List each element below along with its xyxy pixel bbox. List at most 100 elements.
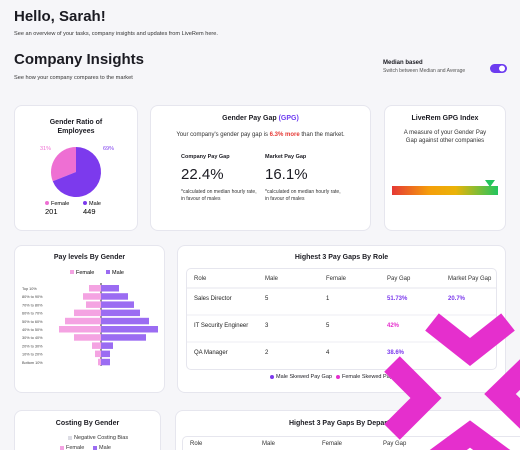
table-cell: 51.73% xyxy=(387,296,408,302)
table-cell: 5 xyxy=(326,323,330,329)
table-header: Male xyxy=(265,276,279,282)
bar xyxy=(59,326,101,333)
bar xyxy=(101,293,128,300)
legend-swatch xyxy=(270,375,274,379)
legend-swatch xyxy=(106,270,110,274)
table-cell: 38.6% xyxy=(387,350,405,356)
toggle-hint: Switch between Median and Average xyxy=(383,68,466,74)
greeting: Hello, Sarah! xyxy=(14,8,106,25)
legend-count: 201 xyxy=(45,207,58,216)
metric-label: Company Pay Gap xyxy=(181,154,230,160)
bar xyxy=(92,342,101,349)
bar xyxy=(65,317,101,325)
legend-swatch xyxy=(83,201,87,205)
title-tag: (GPG) xyxy=(278,115,299,122)
y-tick-label: 80% to 90% xyxy=(22,295,43,299)
bar xyxy=(101,350,110,358)
y-tick-label: 60% to 70% xyxy=(22,312,43,316)
y-tick-label: Top 10% xyxy=(22,287,37,291)
pie-label: 31% xyxy=(40,146,51,152)
table-cell: QA Manager xyxy=(194,350,228,356)
title-text: Gender Pay Gap xyxy=(222,115,277,122)
table-cell: 42% xyxy=(387,323,400,329)
table-header: Role xyxy=(190,441,203,447)
chevron xyxy=(425,313,515,367)
legend-label: Female Skewed Pay Gap xyxy=(342,374,405,380)
table-cell: 3 xyxy=(265,323,269,329)
legend-label: Female xyxy=(76,270,94,276)
table-cell: 5 xyxy=(265,296,269,302)
greeting-subtitle: See an overview of your tasks, company i… xyxy=(14,31,218,37)
y-tick-label: Bottom 10% xyxy=(22,361,43,365)
bar xyxy=(101,285,119,292)
card xyxy=(177,245,506,393)
bar xyxy=(101,317,149,325)
card-title: Gender Pay Gap (GPG) xyxy=(150,115,371,122)
card-title: Gender Ratio of Employees xyxy=(49,119,103,135)
pay-gap-sentence: Your company's gender pay gap is 6.3% mo… xyxy=(150,132,371,138)
bar xyxy=(89,285,101,292)
card-title: Pay levels By Gender xyxy=(53,254,126,261)
table-cell: IT Security Engineer xyxy=(194,323,249,329)
card-title: Highest 3 Pay Gaps By Role xyxy=(294,254,389,261)
text: than the market. xyxy=(301,132,345,138)
table-header: Male xyxy=(262,441,276,447)
legend-swatch xyxy=(45,201,49,205)
gpg-marker xyxy=(485,180,495,187)
highlight: 6.3% more xyxy=(269,132,300,138)
table-header: Female xyxy=(326,276,347,282)
y-tick-label: 30% to 40% xyxy=(22,336,43,340)
bar xyxy=(101,334,146,341)
table-header: Female xyxy=(322,441,343,447)
table-header: Pay Gap xyxy=(387,276,411,282)
bar xyxy=(98,358,101,366)
bar xyxy=(101,309,140,317)
legend-swatch xyxy=(336,375,340,379)
bar xyxy=(86,301,101,308)
bar xyxy=(101,326,158,333)
table-cell: 2 xyxy=(265,350,269,356)
table-cell: 20.7% xyxy=(448,296,466,302)
bar xyxy=(101,301,134,308)
pie-slice xyxy=(52,146,102,197)
toggle-knob xyxy=(499,65,505,72)
y-tick-label: 50% to 60% xyxy=(22,320,43,324)
gpg-scale xyxy=(392,186,498,195)
chevron xyxy=(384,356,442,440)
chevron xyxy=(484,359,520,429)
legend-swatch xyxy=(68,436,72,440)
metric-value: 16.1% xyxy=(265,166,308,183)
table xyxy=(182,436,520,450)
legend-label: Male Skewed Pay Gap xyxy=(276,374,332,380)
legend-label: Male xyxy=(99,445,111,450)
y-tick-label: 20% to 30% xyxy=(22,344,43,348)
text: Your company's gender pay gap is xyxy=(176,132,268,138)
legend-swatch xyxy=(70,270,74,274)
legend-label: Female xyxy=(66,445,85,450)
table-header: Role xyxy=(194,276,207,282)
section-title: Company Insights xyxy=(14,51,145,68)
legend-label: Female xyxy=(51,201,69,207)
y-tick-label: 40% to 50% xyxy=(22,328,43,332)
metric-note: *calculated on median hourly rate, in fa… xyxy=(265,189,341,202)
card xyxy=(150,105,371,231)
table-cell: 1 xyxy=(326,296,330,302)
bar xyxy=(95,350,101,358)
card-description: A measure of your Gender Pay Gap against… xyxy=(403,130,487,144)
y-tick-label: 70% to 80% xyxy=(22,303,43,307)
card xyxy=(384,105,506,231)
bar xyxy=(101,342,113,349)
pie-label: 69% xyxy=(103,146,114,152)
metric-value: 22.4% xyxy=(181,166,224,183)
table-header: Market Pay Gap xyxy=(448,276,492,282)
legend-label: Negative Costing Bias xyxy=(74,435,129,441)
table-header: Pay Gap xyxy=(383,441,407,447)
card xyxy=(14,410,161,450)
bar xyxy=(74,309,101,317)
table-cell: Sales Director xyxy=(194,296,232,302)
legend-label: Male xyxy=(89,201,101,207)
bar xyxy=(101,358,110,366)
legend-count: 449 xyxy=(83,207,96,216)
